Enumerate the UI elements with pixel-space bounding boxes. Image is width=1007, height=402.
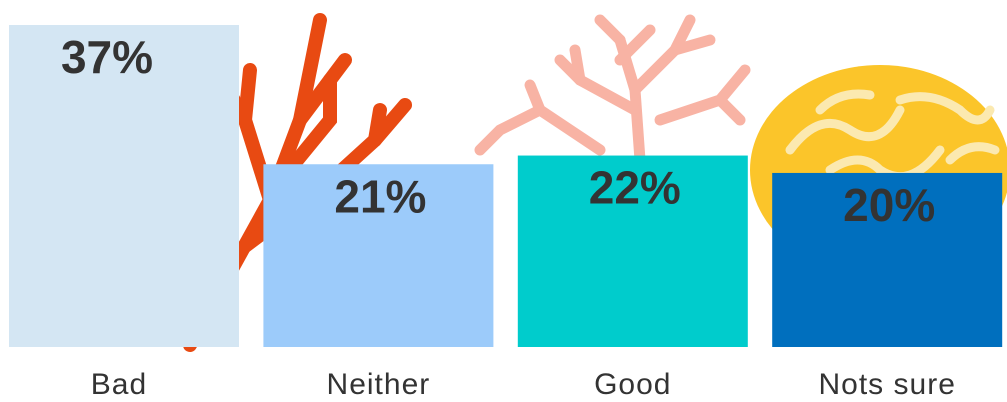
bar [9, 25, 239, 347]
bar [772, 172, 1003, 347]
value-label: 37% [61, 31, 153, 83]
value-label: 22% [589, 162, 681, 214]
category-label: Good [594, 368, 671, 401]
value-label: 21% [334, 170, 426, 222]
category-label: Bad [91, 368, 147, 401]
category-label: Neither [327, 368, 431, 401]
category-label: Nots sure [819, 368, 956, 401]
value-label: 20% [843, 179, 935, 231]
bar [263, 164, 494, 347]
bar [517, 155, 748, 347]
